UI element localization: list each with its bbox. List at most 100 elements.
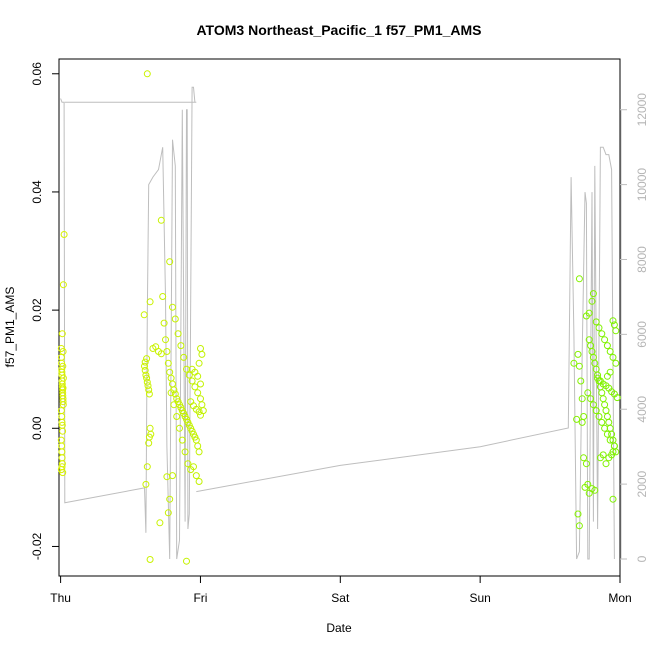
right-tick-label: 10000	[635, 168, 649, 202]
scatter-point	[59, 427, 67, 435]
scatter-point	[60, 231, 68, 238]
scatter-series-group	[57, 70, 621, 565]
scatter-point	[592, 318, 600, 326]
chart-title: ATOM3 Northeast_Pacific_1 f57_PM1_AMS	[196, 22, 481, 38]
scatter-point	[198, 350, 206, 358]
scatter-point	[183, 557, 190, 565]
scatter-point	[159, 293, 167, 300]
scatter-point	[174, 330, 182, 338]
scatter-point	[589, 290, 597, 298]
scatter-point	[603, 413, 611, 420]
scatter-point	[157, 216, 165, 224]
scatter-point	[578, 418, 586, 426]
scatter-point	[190, 463, 197, 471]
scatter-point	[166, 368, 174, 376]
y-axis-label: f57_PM1_AMS	[3, 287, 17, 368]
scatter-point	[146, 298, 154, 306]
scatter-point	[197, 380, 204, 388]
scatter-point	[169, 472, 176, 480]
right-tick-label: 8000	[635, 246, 649, 273]
scatter-point	[595, 324, 603, 332]
scatter-point	[575, 275, 583, 283]
right-tick-label: 4000	[635, 396, 649, 423]
scatter-point	[589, 401, 597, 409]
scatter-point	[167, 389, 175, 397]
scatter-point	[173, 413, 181, 420]
scatter-point	[181, 448, 189, 456]
x-tick-label: Sun	[469, 591, 490, 605]
scatter-point	[145, 386, 153, 394]
scatter-point	[582, 460, 590, 468]
scatter-point	[143, 378, 151, 386]
scatter-point	[197, 345, 204, 352]
scatter-point	[178, 436, 186, 444]
scatter-point	[144, 382, 152, 390]
scatter-point	[609, 353, 617, 361]
y-tick-label: 0.06	[30, 62, 44, 86]
scatter-point	[146, 424, 154, 432]
y-tick-label: 0.04	[30, 180, 44, 204]
line-series-group	[60, 86, 615, 560]
scatter-point	[141, 366, 149, 374]
scatter-point	[601, 401, 609, 409]
scatter-point	[577, 377, 585, 385]
line-series-0	[60, 86, 197, 560]
scatter-point	[58, 330, 66, 338]
scatter-point	[598, 330, 606, 338]
scatter-point	[578, 395, 586, 403]
scatter-point	[592, 407, 600, 415]
scatter-point	[143, 374, 151, 382]
x-tick-label: Mon	[608, 591, 631, 605]
scatter-point	[603, 342, 611, 350]
scatter-point	[177, 342, 185, 350]
scatter-point	[195, 359, 203, 367]
scatter-point	[188, 377, 196, 385]
scatter-point	[610, 442, 618, 450]
scatter-point	[59, 348, 67, 355]
scatter-point	[166, 495, 174, 503]
scatter-point	[595, 413, 603, 420]
scatter-point	[194, 389, 202, 397]
scatter-point	[573, 415, 581, 423]
scatter-point	[574, 510, 582, 518]
scatter-point	[176, 424, 183, 432]
scatter-point	[589, 353, 597, 361]
scatter-point	[606, 348, 614, 355]
scatter-point	[585, 489, 593, 497]
y-tick-label: -0.02	[30, 532, 44, 560]
scatter-point	[156, 519, 164, 527]
scatter-point	[612, 327, 620, 335]
scatter-point	[58, 454, 66, 462]
scatter-point	[580, 454, 588, 462]
y-tick-label: 0.00	[30, 416, 44, 440]
scatter-point	[171, 390, 179, 398]
scatter-point	[143, 463, 151, 471]
scatter-point	[59, 469, 67, 477]
scatter-point	[198, 401, 206, 409]
y-tick-label: 0.02	[30, 298, 44, 322]
y-axis-left: -0.02 0.00 0.02 0.04 0.06	[30, 62, 59, 560]
scatter-point	[142, 480, 150, 488]
scatter-point	[584, 389, 592, 397]
scatter-point	[197, 395, 204, 403]
scatter-point	[59, 374, 67, 382]
scatter-point	[147, 430, 155, 438]
scatter-point	[184, 460, 192, 468]
scatter-point	[185, 371, 193, 379]
scatter-point	[143, 355, 151, 363]
scatter-point	[195, 448, 203, 456]
scatter-point	[603, 372, 611, 380]
scatter-point	[141, 358, 149, 366]
scatter-point	[180, 353, 188, 361]
scatter-point	[197, 411, 204, 419]
scatter-point	[608, 451, 616, 459]
scatter-point	[170, 401, 178, 409]
scatter-point	[599, 395, 607, 403]
scatter-point	[59, 281, 67, 289]
scatter-point	[606, 436, 614, 444]
scatter-point	[59, 362, 67, 370]
x-tick-label: Sat	[331, 591, 350, 605]
scatter-point	[164, 359, 172, 367]
scatter-point	[59, 398, 67, 406]
scatter-point	[195, 408, 203, 416]
